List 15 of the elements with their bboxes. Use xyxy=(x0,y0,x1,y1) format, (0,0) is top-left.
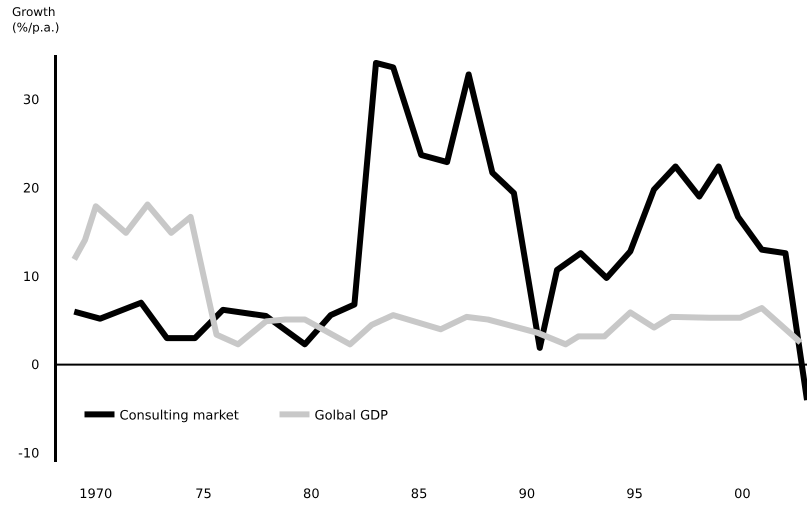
y-tick-label: 10 xyxy=(22,270,40,285)
x-tick-label: 80 xyxy=(303,487,320,502)
x-tick-label: 90 xyxy=(518,487,536,502)
x-tick-label: 95 xyxy=(626,487,643,502)
y-tick-label: 20 xyxy=(22,181,40,196)
legend-label: Golbal GDP xyxy=(314,408,388,424)
y-tick-label: 30 xyxy=(22,92,40,108)
y-tick-label: -10 xyxy=(18,446,40,462)
x-tick-label: 85 xyxy=(410,487,428,502)
x-tick-label: 1970 xyxy=(79,487,112,502)
x-tick-label: 75 xyxy=(195,487,212,502)
y-tick-label: 0 xyxy=(31,358,40,374)
legend-label: Consulting market xyxy=(120,408,239,424)
x-tick-label: 00 xyxy=(734,487,751,502)
y-axis-title: Growth (%/p.a.) xyxy=(12,5,60,35)
